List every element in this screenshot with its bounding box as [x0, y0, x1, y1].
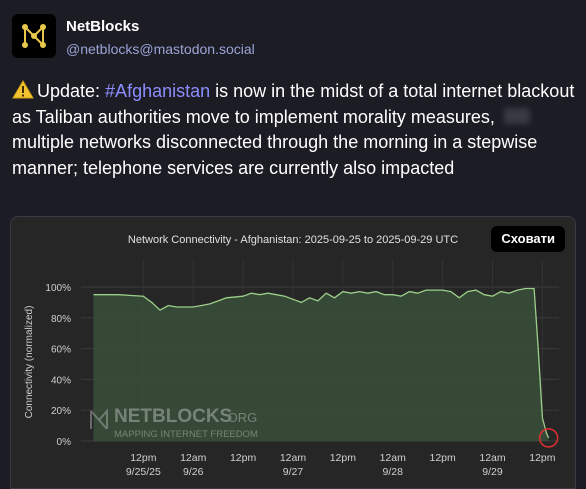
warning-icon	[12, 80, 34, 99]
watermark-logo-icon	[90, 408, 108, 430]
author-handle[interactable]: @netblocks@mastodon.social	[66, 41, 255, 57]
x-tick-label: 12pm	[130, 452, 157, 464]
x-tick-sublabel: 9/25/25	[126, 466, 161, 478]
x-tick-label: 12am	[180, 452, 207, 464]
x-tick-sublabel: 9/28	[383, 466, 404, 478]
x-tick-sublabel: 9/29	[482, 466, 503, 478]
y-tick-label: 40%	[51, 375, 71, 386]
status-content: Update: #Afghanistan is now in the midst…	[12, 79, 578, 181]
y-tick-label: 80%	[51, 314, 71, 325]
author-display-name[interactable]: NetBlocks	[66, 18, 140, 35]
x-tick-label: 12pm	[529, 452, 556, 464]
watermark-brand: NETBLOCKS	[114, 406, 232, 427]
netblocks-logo-icon	[22, 24, 46, 48]
status-text-part2: multiple networks disconnected through t…	[12, 132, 538, 178]
highlight-circle	[538, 428, 559, 448]
series-area	[93, 288, 549, 441]
hide-media-button[interactable]: Сховати	[491, 226, 565, 252]
status-text-part1: is now in the midst of a total internet …	[12, 81, 575, 127]
x-tick-label: 12am	[380, 452, 407, 464]
media-attachment[interactable]: Network Connectivity - Afghanistan: 2025…	[10, 216, 576, 489]
y-axis-label: Connectivity (normalized)	[24, 306, 35, 419]
chart-title: Network Connectivity - Afghanistan: 2025…	[128, 234, 458, 246]
blurred-emoji	[503, 107, 530, 124]
watermark-tld: .ORG	[224, 410, 257, 425]
x-tick-sublabel: 9/27	[283, 466, 304, 478]
hashtag-link[interactable]: #Afghanistan	[105, 81, 211, 101]
series-line	[93, 287, 550, 439]
x-tick-sublabel: 9/26	[183, 466, 204, 478]
y-tick-label: 0%	[57, 437, 72, 448]
y-tick-label: 60%	[51, 345, 71, 356]
netblocks-watermark: NETBLOCKS.ORG MAPPING INTERNET FREEDOM	[90, 406, 258, 440]
x-tick-label: 12pm	[429, 452, 456, 464]
x-tick-label: 12am	[280, 452, 307, 464]
status-prefix: Update:	[37, 81, 106, 101]
x-tick-label: 12pm	[230, 452, 257, 464]
x-tick-label: 12am	[479, 452, 506, 464]
y-tick-label: 20%	[51, 406, 71, 417]
connectivity-chart: Network Connectivity - Afghanistan: 2025…	[24, 234, 559, 478]
y-tick-label: 100%	[45, 283, 71, 294]
x-tick-label: 12pm	[330, 452, 357, 464]
watermark-tagline: MAPPING INTERNET FREEDOM	[114, 429, 258, 440]
avatar[interactable]	[12, 14, 56, 58]
